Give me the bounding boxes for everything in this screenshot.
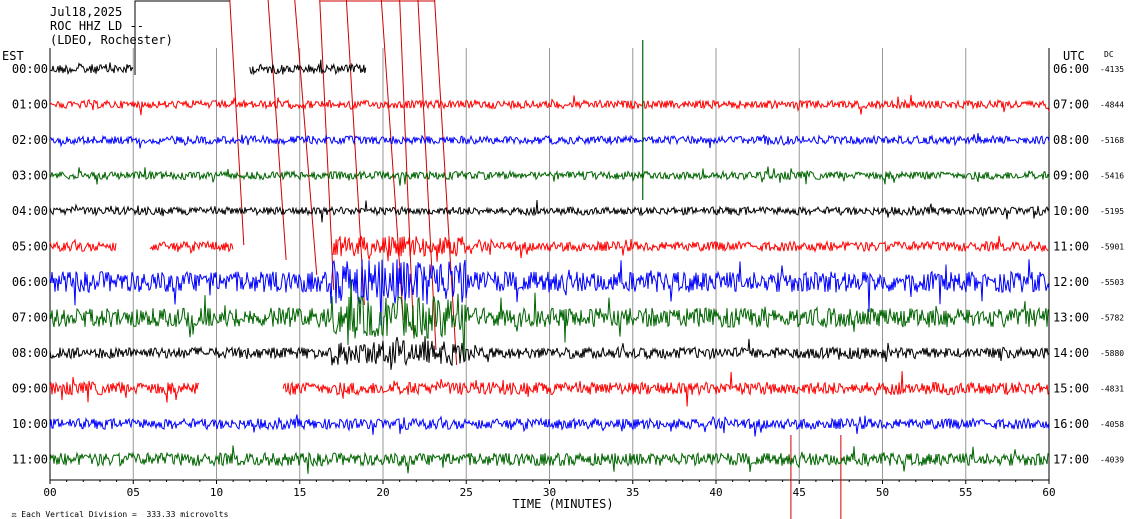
est-label-00:00: 00:00 (12, 62, 48, 76)
utc-axis-title: UTC (1063, 49, 1085, 63)
est-label-03:00: 03:00 (12, 169, 48, 183)
trace-row-11:00-seg-0 (49, 445, 1050, 474)
trace-row-04:00-seg-0 (49, 200, 1050, 223)
dc-label-8: -5880 (1100, 349, 1124, 358)
trace-row-05:00-seg-1 (149, 240, 234, 255)
dc-label-9: -4831 (1100, 385, 1124, 394)
est-label-11:00: 11:00 (12, 453, 48, 467)
est-label-06:00: 06:00 (12, 275, 48, 289)
x-tick-label-15: 15 (293, 486, 306, 499)
x-tick-label-00: 00 (43, 486, 56, 499)
dc-label-11: -4039 (1100, 456, 1124, 465)
chart-network: (LDEO, Rochester) (50, 33, 173, 47)
dc-label-4: -5195 (1100, 207, 1124, 216)
utc-label-13:00: 13:00 (1053, 311, 1089, 325)
trace-row-08:00-seg-0 (49, 336, 1050, 370)
scale-icon: ⚖ (11, 510, 22, 519)
est-label-01:00: 01:00 (12, 98, 48, 112)
trace-row-09:00-seg-0 (49, 377, 200, 403)
utc-label-17:00: 17:00 (1053, 453, 1089, 467)
trace-row-10:00-seg-0 (49, 414, 1050, 437)
utc-label-16:00: 16:00 (1053, 417, 1089, 431)
x-axis-label: TIME (MINUTES) (512, 497, 613, 511)
event-bracket-line (134, 0, 230, 75)
x-tick-label-20: 20 (376, 486, 389, 499)
utc-label-10:00: 10:00 (1053, 204, 1089, 218)
x-tick-label-10: 10 (210, 486, 223, 499)
dc-label-1: -4844 (1100, 101, 1124, 110)
event-line-0 (229, 0, 245, 246)
est-label-10:00: 10:00 (12, 417, 48, 431)
dc-label-10: -4058 (1100, 420, 1124, 429)
seismic-traces (49, 40, 1050, 474)
event-line-8 (434, 0, 458, 366)
chart-station: ROC HHZ LD -- (50, 19, 144, 33)
trace-row-00:00-seg-0 (49, 62, 134, 76)
x-tick-label-50: 50 (876, 486, 889, 499)
dc-label-7: -5782 (1100, 314, 1124, 323)
est-axis-title: EST (2, 49, 24, 63)
chart-date: Jul18,2025 (50, 5, 123, 19)
est-label-07:00: 07:00 (12, 311, 48, 325)
utc-label-06:00: 06:00 (1053, 62, 1089, 76)
event-line-4 (345, 0, 365, 306)
trace-row-05:00-seg-2 (332, 235, 1049, 262)
event-marker-lines (134, 0, 842, 519)
x-tick-label-25: 25 (460, 486, 473, 499)
dc-label-5: -5901 (1100, 243, 1124, 252)
dc-label-0: -4135 (1100, 65, 1124, 74)
est-label-09:00: 09:00 (12, 382, 48, 396)
event-line-1 (267, 0, 287, 261)
scale-note: ⚖ Each Vertical Division = 333.33 microv… (2, 501, 229, 519)
utc-label-12:00: 12:00 (1053, 275, 1089, 289)
utc-label-08:00: 08:00 (1053, 133, 1089, 147)
trace-row-07:00-seg-0 (49, 278, 1050, 362)
dc-label-3: -5416 (1100, 172, 1124, 181)
trace-row-06:00-seg-0 (49, 259, 1050, 326)
est-label-02:00: 02:00 (12, 133, 48, 147)
trace-row-05:00-seg-0 (49, 238, 117, 253)
utc-label-11:00: 11:00 (1053, 240, 1089, 254)
grid-lines (49, 48, 1050, 484)
x-tick-label-05: 05 (127, 486, 140, 499)
est-label-05:00: 05:00 (12, 240, 48, 254)
x-tick-label-55: 55 (959, 486, 972, 499)
trace-row-02:00-seg-0 (49, 132, 1050, 149)
scale-note-text: Each Vertical Division = 333.33 microvol… (21, 510, 229, 519)
event-line-3 (319, 0, 335, 291)
trace-row-03:00-seg-0 (49, 166, 1050, 186)
trace-row-01:00-seg-0 (49, 94, 1050, 116)
dc-label-2: -5168 (1100, 136, 1124, 145)
est-label-04:00: 04:00 (12, 204, 48, 218)
x-tick-label-60: 60 (1042, 486, 1055, 499)
est-label-08:00: 08:00 (12, 346, 48, 360)
x-tick-label-35: 35 (626, 486, 639, 499)
trace-row-00:00-seg-1 (249, 59, 367, 76)
x-tick-label-30: 30 (543, 486, 556, 499)
utc-label-15:00: 15:00 (1053, 382, 1089, 396)
x-tick-label-45: 45 (793, 486, 806, 499)
dc-axis-title: DC (1104, 50, 1114, 59)
trace-row-09:00-seg-1 (282, 371, 1049, 407)
dc-label-6: -5503 (1100, 278, 1124, 287)
utc-label-14:00: 14:00 (1053, 346, 1089, 360)
x-tick-label-40: 40 (709, 486, 722, 499)
utc-label-09:00: 09:00 (1053, 169, 1089, 183)
event-line-5 (380, 0, 404, 321)
event-line-6 (399, 0, 415, 336)
utc-label-07:00: 07:00 (1053, 98, 1089, 112)
axis-labels: 00 05 10 15 20 25 30 35 40 45 50 55 60 TIME (MINUTES)… (2, 49, 1124, 511)
